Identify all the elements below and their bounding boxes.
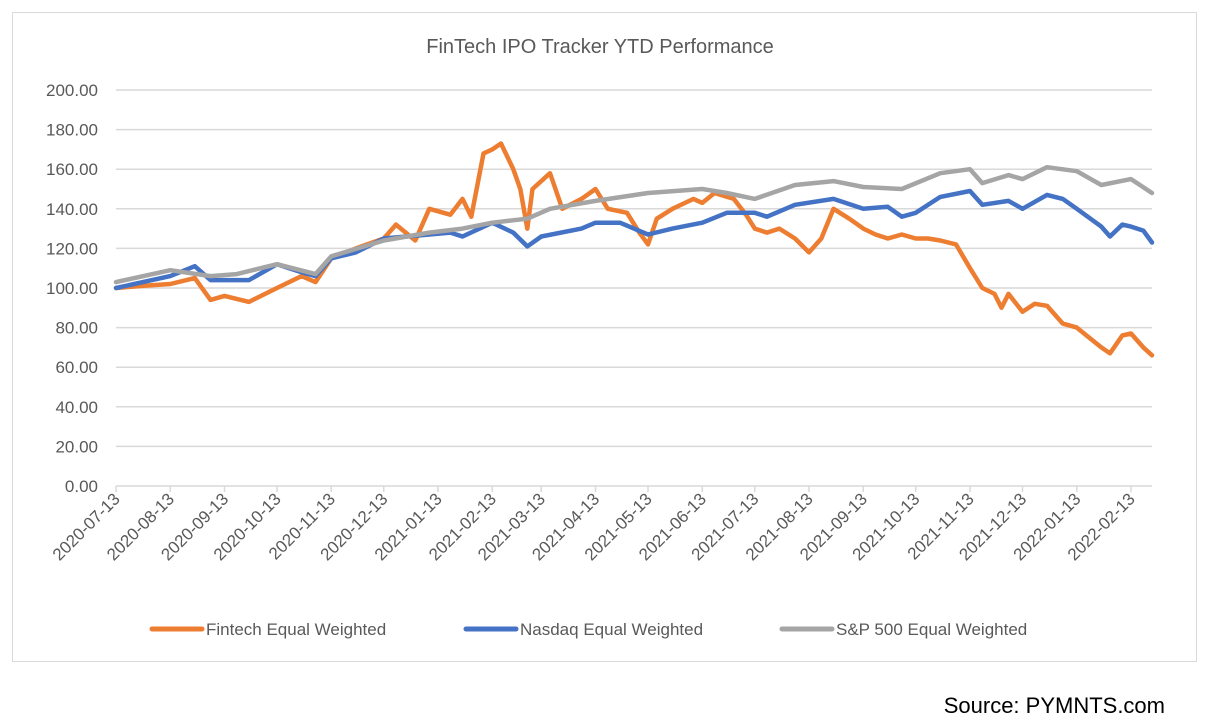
legend-label: Nasdaq Equal Weighted (520, 620, 703, 639)
y-tick-label: 20.00 (55, 437, 98, 456)
y-tick-label: 120.00 (46, 239, 98, 258)
series-line-1 (113, 188, 1155, 291)
y-tick-label: 180.00 (46, 121, 98, 140)
y-tick-label: 40.00 (55, 398, 98, 417)
legend-label: Fintech Equal Weighted (206, 620, 386, 639)
chart-frame (12, 12, 1197, 662)
y-tick-label: 160.00 (46, 160, 98, 179)
legend-label: S&P 500 Equal Weighted (836, 620, 1027, 639)
y-tick-label: 200.00 (46, 81, 98, 100)
series-line-0 (113, 141, 1155, 358)
source-note: Source: PYMNTS.com (943, 693, 1165, 718)
y-tick-label: 140.00 (46, 200, 98, 219)
y-tick-label: 0.00 (65, 477, 98, 496)
y-tick-label: 60.00 (55, 358, 98, 377)
series-line-2 (113, 164, 1155, 285)
chart-title: FinTech IPO Tracker YTD Performance (426, 36, 774, 58)
y-tick-label: 80.00 (55, 319, 98, 338)
line-chart: FinTech IPO Tracker YTD Performance 0.00… (46, 36, 1155, 639)
y-tick-label: 100.00 (46, 279, 98, 298)
